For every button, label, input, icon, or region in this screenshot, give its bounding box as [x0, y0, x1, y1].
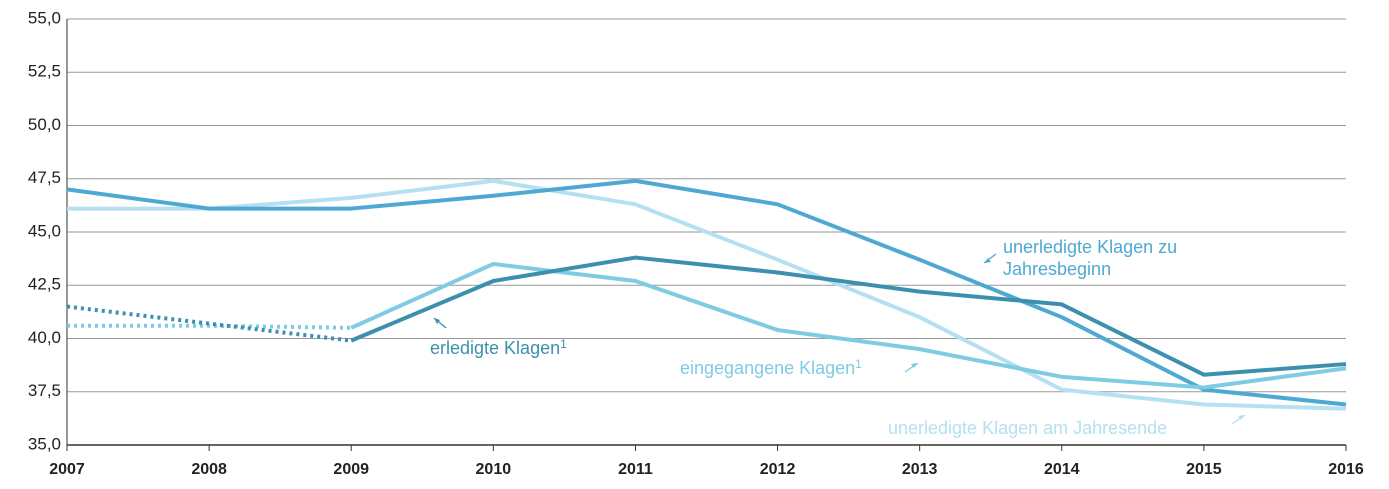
arrowhead [434, 318, 440, 324]
x-tick-label: 2014 [1044, 461, 1080, 478]
x-tick-label: 2015 [1186, 461, 1222, 478]
line-dotted [66, 304, 352, 343]
series-label: unerledigte Klagen am Jahresende [888, 417, 1288, 439]
y-tick-label: 47,5 [28, 168, 61, 187]
x-tick-label: 2010 [476, 461, 512, 478]
series-label: unerledigte Klagen zu Jahresbeginn [1003, 236, 1253, 280]
series-name: unerledigte Klagen zu Jahresbeginn [1003, 237, 1178, 279]
y-tick-label: 52,5 [28, 62, 61, 81]
x-tick-label: 2008 [191, 461, 227, 478]
arrowhead [911, 363, 918, 368]
y-tick-label: 42,5 [28, 275, 61, 294]
y-tick-label: 35,0 [28, 434, 61, 453]
x-tick-label: 2013 [902, 461, 938, 478]
y-tick-label: 40,0 [28, 328, 61, 347]
series-name: eingegangene Klagen [680, 358, 856, 378]
footnote-mark: 1 [855, 357, 862, 371]
arrowhead [984, 258, 991, 263]
x-tick-label: 2007 [49, 461, 85, 478]
y-tick-label: 45,0 [28, 221, 61, 240]
series-name: erledigte Klagen [430, 338, 561, 358]
footnote-mark: 1 [560, 337, 567, 351]
series-label: eingegangene Klagen1 [680, 357, 980, 379]
x-tick-label: 2011 [618, 461, 653, 478]
label-arrows [433, 253, 1246, 425]
line [66, 178, 1347, 407]
series-name: unerledigte Klagen am Jahresende [888, 418, 1168, 438]
series-label: erledigte Klagen1 [430, 337, 730, 359]
y-tick-label: 50,0 [28, 115, 61, 134]
line [350, 255, 1347, 377]
y-tick-label: 37,5 [28, 381, 61, 400]
x-tick-label: 2012 [760, 461, 796, 478]
line [67, 178, 1347, 411]
arrowhead [1238, 415, 1245, 420]
x-tick-label: 2016 [1328, 461, 1364, 478]
x-tick-label: 2009 [333, 461, 369, 478]
line-dotted [67, 323, 352, 330]
y-tick-label: 55,0 [28, 8, 61, 27]
line [350, 261, 1347, 390]
